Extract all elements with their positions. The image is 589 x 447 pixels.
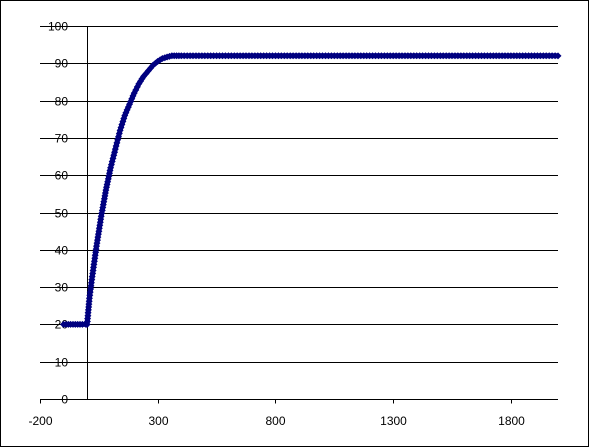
y-tick-label-60: 60 [55,169,69,183]
data-point-marker [123,106,131,114]
series-line-0 [63,53,558,327]
gridlines [40,26,558,363]
y-tick-label-90: 90 [55,57,69,71]
x-tick-label-1300: 1300 [380,414,407,428]
x-tick-label-1800: 1800 [498,414,525,428]
x-tick-label-800: 800 [265,414,285,428]
y-tick-label-70: 70 [55,132,69,146]
y-tick-label-30: 30 [55,281,69,295]
x-tick-label--200: -200 [28,414,52,428]
series-group [60,52,562,328]
y-tick-label-40: 40 [55,244,69,258]
series-markers-0 [60,52,562,328]
x-axis-ticks: -200 300 800 1300 1800 [28,399,525,428]
y-tick-label-0: 0 [61,393,68,407]
axes [40,26,558,400]
data-point-marker [116,126,124,134]
y-tick-label-50: 50 [55,207,69,221]
y-axis-ticks: 0102030405060708090100 [48,20,88,407]
y-tick-label-100: 100 [48,20,68,34]
y-tick-label-10: 10 [55,356,69,370]
y-tick-label-80: 80 [55,95,69,109]
data-point-marker [554,52,562,60]
x-tick-label-300: 300 [148,414,168,428]
